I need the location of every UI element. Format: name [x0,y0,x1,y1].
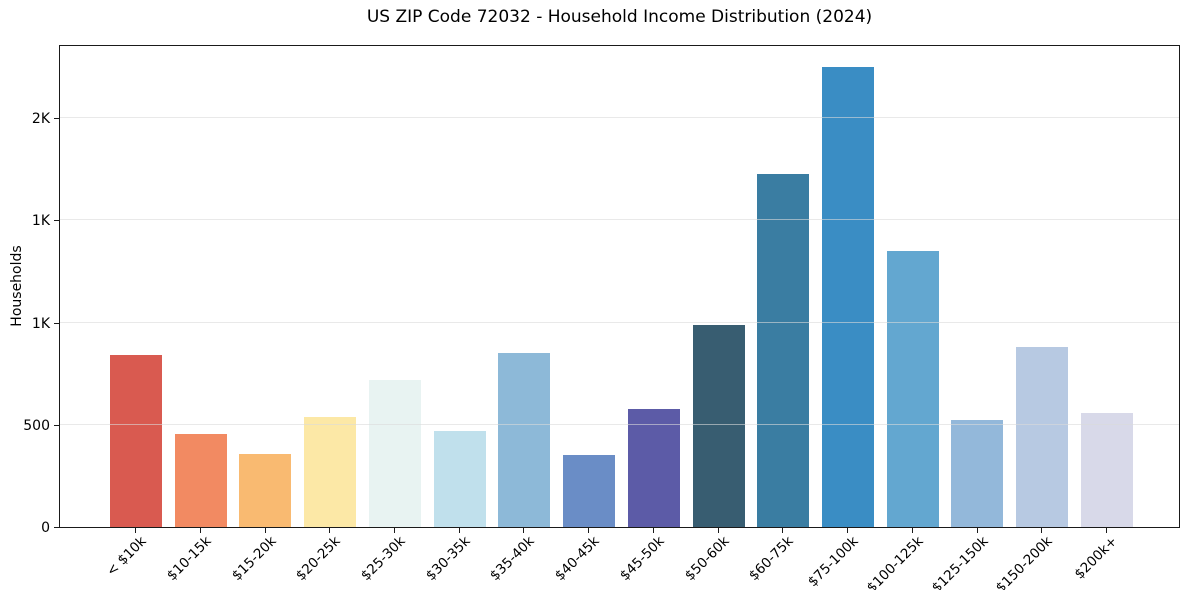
gridline-500 [60,423,1179,425]
bar-$10-15k [174,434,227,527]
x-tick-mark [523,528,525,533]
bar-$20-25k [304,416,357,527]
bar-$125-150k [951,419,1004,527]
y-tick-mark [54,322,59,324]
x-tick-mark [329,528,331,533]
y-tick-label: 500 [23,417,50,434]
bar-$60-75k [757,174,810,527]
gridline-2K [60,117,1179,118]
x-tick-mark [458,528,460,533]
x-tick-mark [717,528,719,533]
bar-$200k+ [1080,412,1133,527]
y-tick-label: 2K [31,111,50,127]
bar-$50-60k [692,324,745,527]
bar-$100-125k [886,250,939,527]
x-tick-mark [652,528,654,533]
bar-$25-30k [368,379,421,527]
x-tick-mark [393,528,395,533]
bar-$15-20k [239,454,292,527]
gridline-1K [60,219,1179,221]
x-tick-mark [135,528,136,533]
y-tick-mark [54,424,59,426]
bar-$40-45k [563,455,616,527]
y-tick-mark [54,220,59,222]
x-tick-mark [1041,528,1043,533]
gridline-1K [60,321,1179,323]
bar-$35-40k [498,353,551,527]
plot-area [59,45,1180,528]
y-tick-mark [54,527,59,528]
x-tick-mark [847,528,848,533]
bar-< $10k [110,355,162,527]
y-tick-mark [54,118,59,119]
y-tick-label: 0 [41,520,50,536]
x-tick-mark [911,528,913,533]
chart-title: US ZIP Code 72032 - Household Income Dis… [366,7,873,27]
bar-$150-200k [1016,347,1069,527]
x-tick-mark [199,528,201,533]
x-tick-mark [264,528,266,533]
x-tick-label: < $10k [103,533,150,580]
bar-$75-100k [822,66,875,527]
x-tick-mark [588,528,590,533]
bar-$45-50k [627,409,680,527]
y-tick-label: 1K [31,315,50,332]
x-tick-mark [1106,528,1107,533]
bar-$30-35k [433,430,486,527]
x-tick-mark [782,528,784,533]
y-tick-label: 1K [31,213,50,230]
x-tick-mark [976,528,978,533]
